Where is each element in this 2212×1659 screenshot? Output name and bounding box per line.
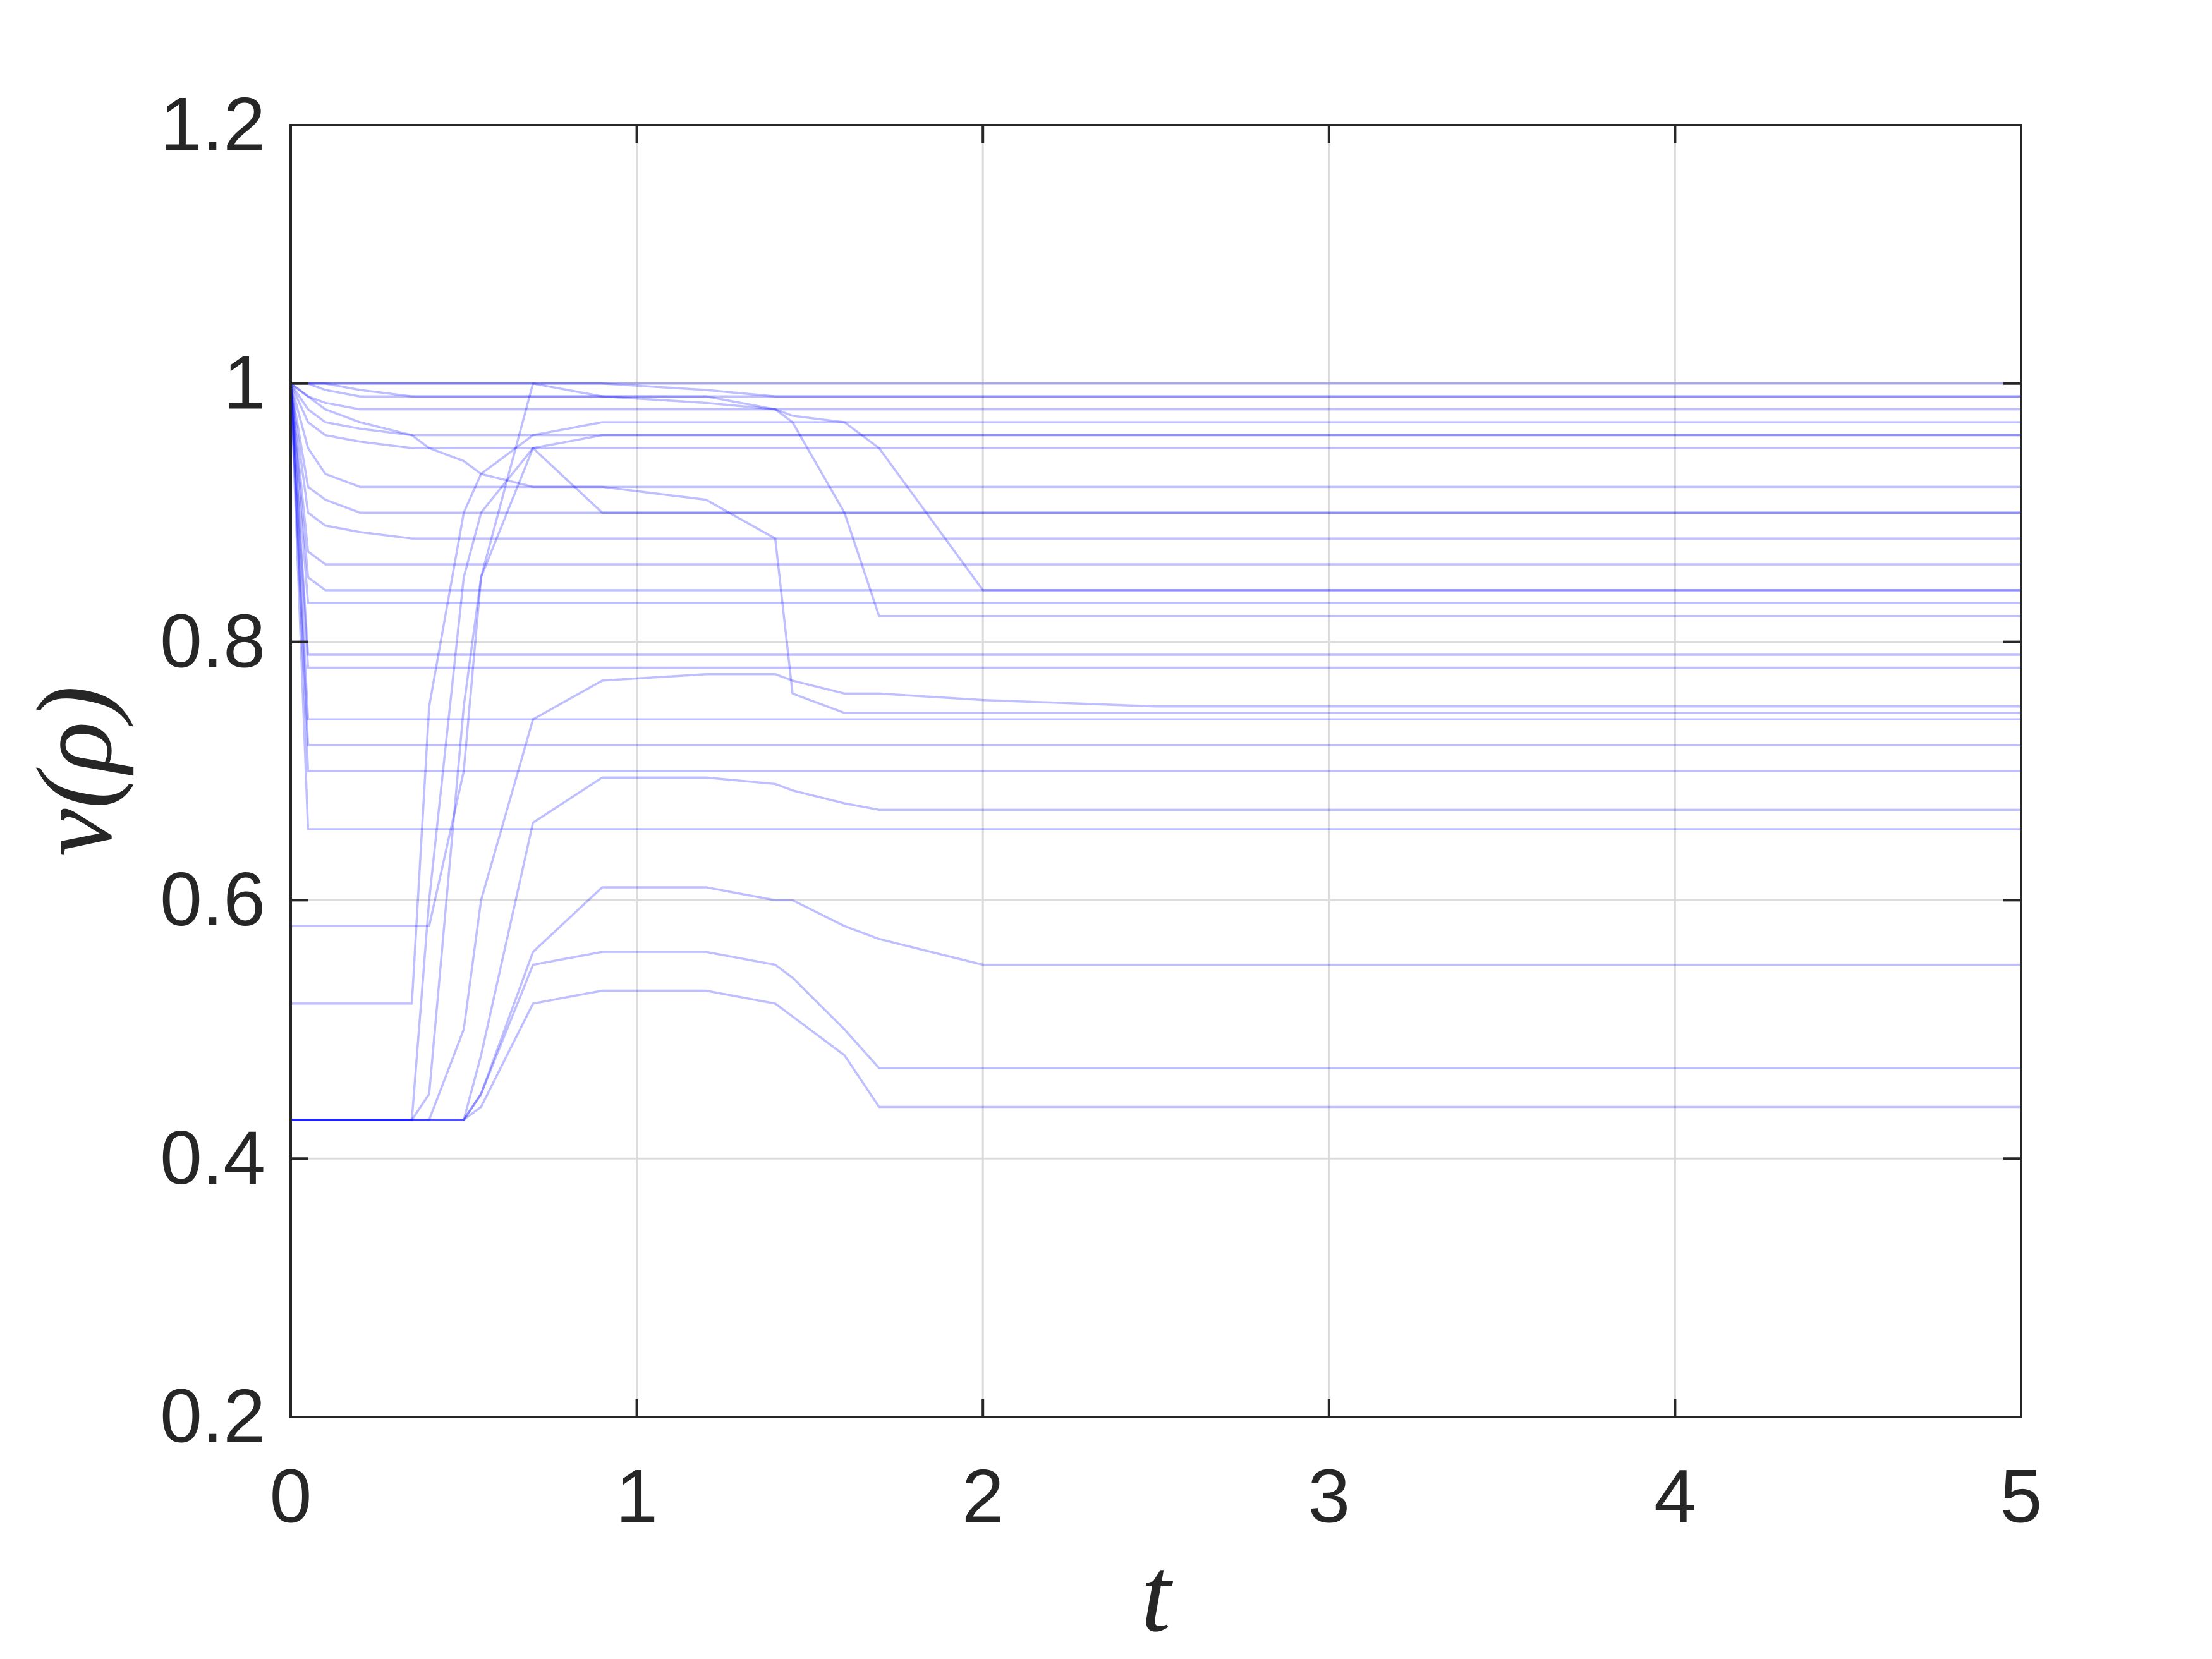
data-line: [289, 383, 2021, 540]
data-line: [291, 382, 2021, 592]
data-line: [291, 447, 2021, 1121]
data-line: [291, 382, 2021, 398]
data-line: [289, 383, 2021, 720]
data-line: [291, 776, 2021, 1121]
y-tick-label: 0.2: [160, 1374, 265, 1459]
data-line: [289, 382, 2021, 437]
data-line: [289, 382, 2021, 411]
data-line: [289, 383, 2021, 772]
data-line: [291, 886, 2021, 1121]
data-line: [289, 383, 2021, 669]
data-line: [289, 383, 2021, 514]
x-tick-label: 4: [1654, 1454, 1696, 1539]
data-line: [289, 383, 2021, 566]
data-line: [289, 383, 2021, 449]
y-tick-label: 0.6: [160, 857, 265, 942]
y-tick-label: 1: [223, 341, 265, 425]
data-line: [289, 383, 2021, 605]
x-tick-label: 0: [270, 1454, 312, 1539]
data-line: [289, 383, 2021, 830]
data-line: [289, 383, 2021, 746]
data-line: [289, 383, 2021, 656]
x-tick-label: 5: [2000, 1454, 2043, 1539]
x-tick-label: 1: [616, 1454, 658, 1539]
x-tick-label: 2: [962, 1454, 1004, 1539]
data-line: [291, 382, 2021, 617]
data-line: [289, 383, 2021, 489]
data-line: [289, 383, 2021, 592]
y-tick-label: 0.8: [160, 599, 265, 683]
y-tick-label: 0.4: [160, 1115, 265, 1200]
y-tick-label: 1.2: [160, 82, 265, 167]
x-axis-label: t: [1141, 1535, 1173, 1654]
data-line: [291, 951, 2021, 1121]
data-line: [291, 989, 2021, 1121]
data-line: [289, 382, 2021, 714]
x-tick-label: 3: [1308, 1454, 1350, 1539]
plot-frame: [289, 124, 2022, 1418]
data-line: [291, 421, 2021, 1005]
data-line: [291, 672, 2021, 1121]
y-axis-label: v(ρ): [15, 686, 134, 856]
data-line: [291, 434, 2021, 928]
data-line: [291, 382, 2021, 1121]
